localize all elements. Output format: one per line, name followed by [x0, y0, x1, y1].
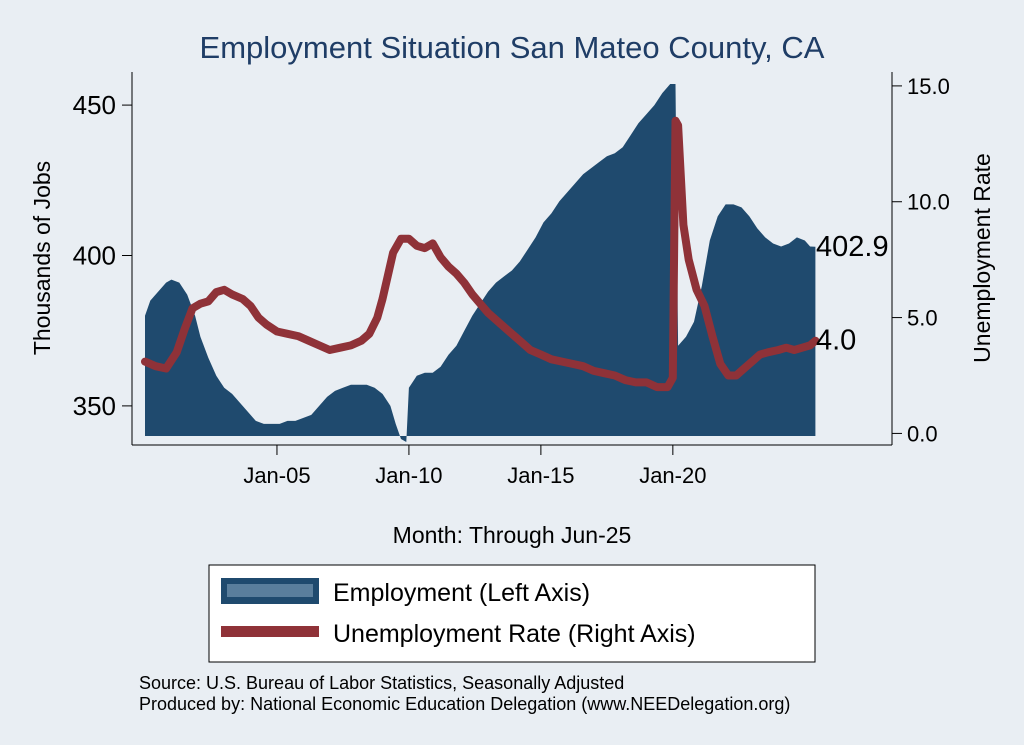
- y-left-tick-label: 400: [73, 240, 116, 270]
- y-right-tick-label: 5.0: [907, 306, 938, 331]
- x-tick-label: Jan-10: [375, 463, 442, 488]
- x-tick-label: Jan-20: [639, 463, 706, 488]
- y-right-tick-label: 0.0: [907, 421, 938, 446]
- y-left-tick-label: 450: [73, 90, 116, 120]
- y-left-tick-label: 350: [73, 391, 116, 421]
- y-right-tick-label: 15.0: [907, 74, 950, 99]
- axes: 350 400 450 0.0 5.0 10.0 15.0 Jan-05 Jan-10 Jan-1…: [73, 72, 950, 488]
- legend: Employment (Left Axis) Unemployment Rate…: [208, 564, 816, 663]
- chart-title: Employment Situation San Mateo County, C…: [200, 30, 825, 65]
- x-tick-label: Jan-15: [507, 463, 574, 488]
- employment-area: [145, 84, 816, 442]
- plot-area: [141, 84, 820, 442]
- y-right-tick-label: 10.0: [907, 190, 950, 215]
- y-axis-left-title: Thousands of Jobs: [29, 161, 55, 355]
- unemployment-line: [141, 116, 820, 392]
- x-axis-title: Month: Through Jun-25: [393, 522, 632, 548]
- y-axis-right-title: Unemployment Rate: [969, 153, 995, 363]
- x-tick-label: Jan-05: [243, 463, 310, 488]
- legend-swatch-unemployment: [221, 626, 319, 637]
- source-line-2: Produced by: National Economic Education…: [139, 694, 790, 714]
- unemployment-end-label: 4.0: [816, 325, 856, 357]
- legend-label-unemployment: Unemployment Rate (Right Axis): [333, 620, 696, 648]
- legend-label-employment: Employment (Left Axis): [333, 579, 590, 607]
- legend-swatch-employment-highlight: [227, 584, 313, 597]
- employment-end-label: 402.9: [816, 231, 889, 263]
- source-line-1: Source: U.S. Bureau of Labor Statistics,…: [139, 673, 624, 693]
